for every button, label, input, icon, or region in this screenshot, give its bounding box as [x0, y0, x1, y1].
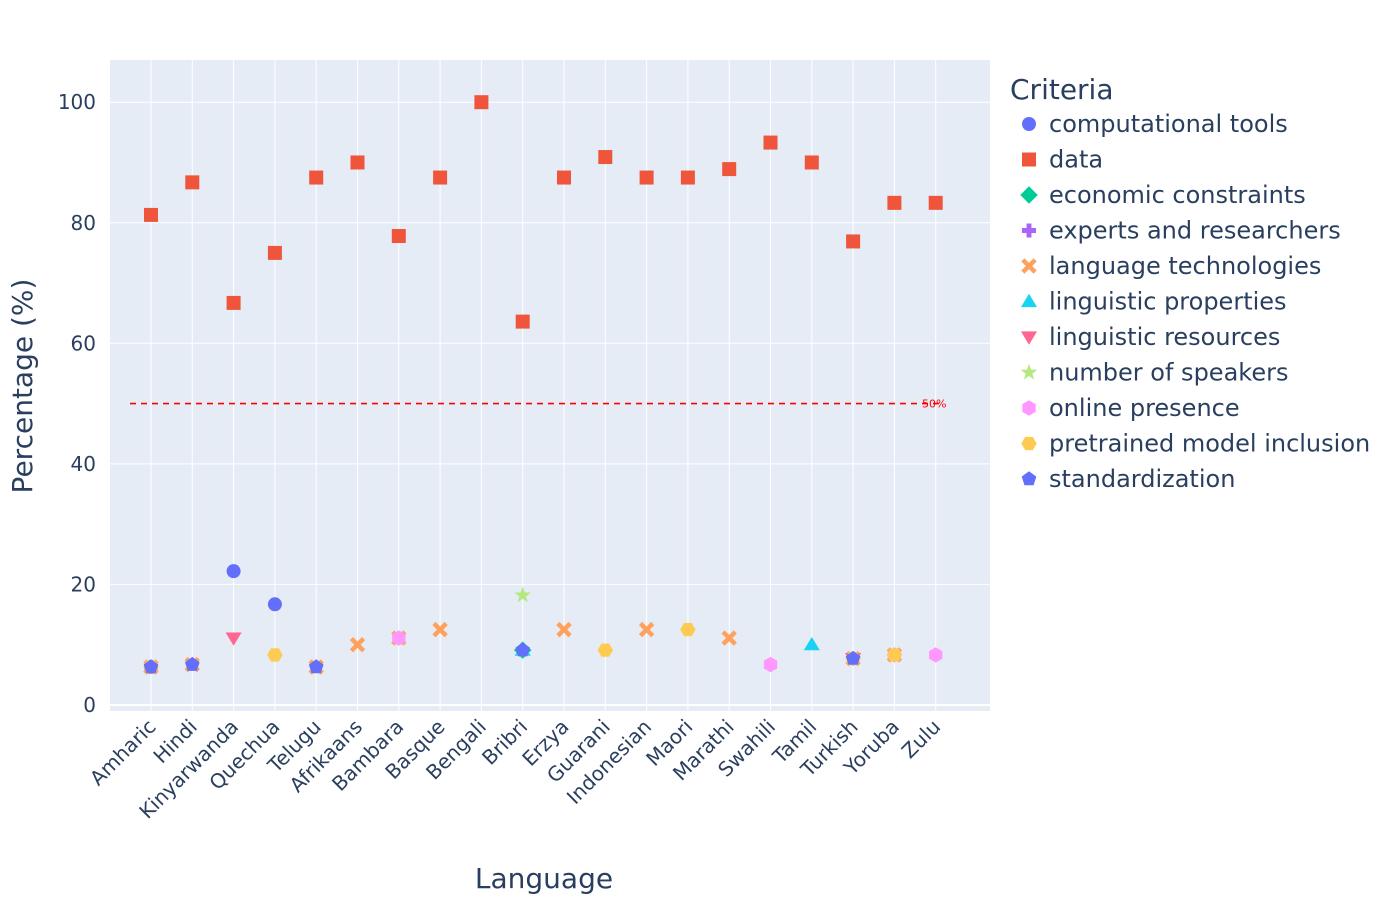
legend-symbol-pretrained-model-inclusion — [1021, 436, 1037, 451]
legend-label: number of speakers — [1049, 359, 1288, 387]
legend-symbol-linguistic-properties — [1020, 293, 1038, 308]
legend-item-linguistic-properties[interactable]: linguistic properties — [1020, 288, 1287, 316]
point-standardization-bribri — [515, 642, 531, 657]
point-language-technologies-erzya — [556, 621, 572, 638]
point-data-maori — [680, 170, 695, 185]
point-standardization-turkish — [845, 650, 861, 665]
series-number-of-speakers — [514, 586, 532, 603]
legend-label: language technologies — [1049, 252, 1321, 280]
legend-symbol-online-presence — [1022, 400, 1036, 416]
legend-label: linguistic properties — [1049, 288, 1287, 316]
legend-symbol-computational-tools — [1022, 117, 1036, 131]
reference-line-label: 50% — [922, 398, 946, 411]
legend-label: economic constraints — [1049, 181, 1306, 209]
point-data-amharic — [144, 207, 158, 222]
y-tick-label: 40 — [71, 452, 96, 476]
legend-label: standardization — [1049, 465, 1235, 493]
point-number-of-speakers-bribri — [514, 586, 532, 603]
point-data-telugu — [309, 170, 324, 185]
point-standardization-telugu — [308, 659, 324, 674]
legend-label: linguistic resources — [1049, 323, 1280, 351]
point-data-erzya — [557, 170, 571, 185]
point-computational-tools-kinyarwanda — [226, 564, 241, 579]
y-tick-label: 100 — [58, 90, 96, 114]
legend-item-number-of-speakers[interactable]: number of speakers — [1020, 359, 1289, 387]
point-data-turkish — [846, 234, 861, 249]
legend-symbol-number-of-speakers — [1020, 363, 1038, 380]
legend-label: experts and researchers — [1049, 217, 1341, 245]
x-tick-label-zulu: Zulu — [897, 715, 946, 764]
point-data-afrikaans — [350, 155, 365, 170]
legend-item-computational-tools[interactable]: computational tools — [1022, 110, 1288, 138]
legend-item-linguistic-resources[interactable]: linguistic resources — [1020, 323, 1280, 351]
series-standardization — [143, 642, 861, 674]
legend-label: online presence — [1049, 394, 1240, 422]
legend-item-economic-constraints[interactable]: economic constraints — [1020, 181, 1306, 209]
point-online-presence-swahili — [763, 656, 778, 673]
point-data-marathi — [722, 162, 737, 177]
legend-symbol-linguistic-resources — [1020, 331, 1038, 345]
series-data — [144, 95, 943, 329]
legend-label: computational tools — [1049, 110, 1288, 138]
y-tick-label: 0 — [83, 693, 96, 717]
point-standardization-amharic — [143, 659, 159, 674]
point-data-bribri — [515, 314, 530, 329]
y-tick-label: 20 — [71, 572, 96, 596]
point-linguistic-properties-tamil — [803, 636, 820, 651]
y-tick-label: 80 — [71, 211, 96, 235]
point-data-swahili — [763, 135, 778, 150]
legend-item-data[interactable]: data — [1022, 146, 1103, 174]
y-tick-label: 60 — [71, 331, 96, 355]
point-pretrained-model-inclusion-maori — [680, 622, 696, 637]
legend-symbol-experts-and-researchers — [1022, 223, 1036, 238]
point-data-bambara — [391, 229, 406, 244]
point-data-basque — [433, 170, 448, 185]
point-standardization-hindi — [184, 656, 200, 671]
legend-symbol-language-technologies — [1021, 258, 1037, 274]
point-language-technologies-indonesian — [638, 621, 655, 638]
y-axis-ticks: 0 20 40 60 80 100 — [58, 90, 96, 717]
legend-label: pretrained model inclusion — [1049, 430, 1370, 458]
legend-item-pretrained-model-inclusion[interactable]: pretrained model inclusion — [1021, 430, 1370, 458]
legend-item-language-technologies[interactable]: language technologies — [1021, 252, 1321, 280]
legend[interactable]: Criteria computational tools data economic… — [1010, 73, 1370, 493]
point-data-bengali — [474, 95, 489, 110]
legend-symbol-standardization — [1021, 471, 1037, 486]
point-data-tamil — [804, 155, 819, 170]
point-language-technologies-afrikaans — [349, 636, 366, 653]
point-linguistic-resources-kinyarwanda — [225, 632, 242, 646]
point-data-zulu — [928, 195, 943, 210]
point-pretrained-model-inclusion-guarani — [597, 643, 613, 657]
reference-line-group: 50% — [130, 398, 946, 411]
plot-background — [110, 60, 990, 711]
legend-symbol-economic-constraints — [1020, 186, 1038, 204]
point-pretrained-model-inclusion-yoruba — [886, 648, 903, 662]
legend-title: Criteria — [1010, 73, 1114, 106]
legend-item-standardization[interactable]: standardization — [1021, 465, 1236, 493]
point-pretrained-model-inclusion-quechua — [267, 648, 283, 662]
point-data-quechua — [267, 245, 282, 260]
point-data-indonesian — [639, 170, 654, 185]
point-data-guarani — [598, 150, 613, 165]
point-language-technologies-basque — [432, 621, 448, 638]
point-data-yoruba — [887, 195, 902, 210]
data-points — [143, 95, 943, 675]
y-axis-title: Percentage (%) — [6, 279, 39, 494]
point-data-hindi — [185, 175, 200, 190]
legend-label: data — [1049, 146, 1103, 174]
point-computational-tools-quechua — [267, 597, 282, 612]
point-online-presence-zulu — [929, 647, 943, 663]
x-axis-ticks: AmharicHindiKinyarwandaQuechuaTeluguAfri… — [85, 715, 945, 824]
legend-item-experts-and-researchers[interactable]: experts and researchers — [1022, 217, 1341, 245]
point-online-presence-bambara — [392, 630, 406, 646]
legend-item-online-presence[interactable]: online presence — [1022, 394, 1240, 422]
x-axis-title: Language — [475, 862, 613, 895]
point-data-kinyarwanda — [226, 295, 241, 310]
legend-symbol-data — [1022, 152, 1036, 167]
point-language-technologies-marathi — [721, 630, 737, 646]
